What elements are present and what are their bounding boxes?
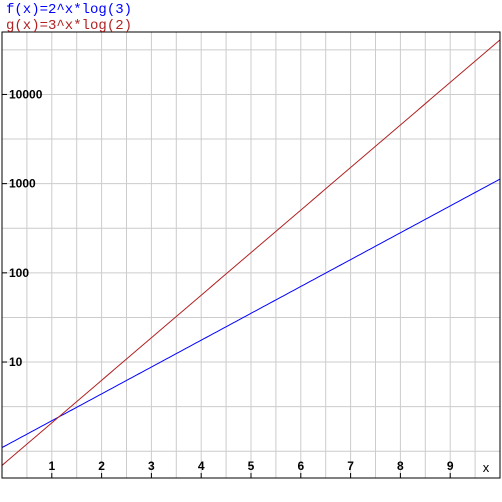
- x-tick-label: 8: [397, 459, 404, 473]
- y-tick-label: 100: [9, 266, 29, 280]
- x-tick-label: 1: [48, 459, 55, 473]
- chart-container: 1 2 3 4 5 6 7 8 9 x 10 100 1000 10000 f(x)=2^x*log(3)…: [0, 0, 502, 502]
- x-tick-label: 3: [148, 459, 155, 473]
- x-tick-label: 4: [198, 459, 205, 473]
- x-tick-label: 7: [347, 459, 354, 473]
- chart-svg: 1 2 3 4 5 6 7 8 9 x 10 100 1000 10000: [0, 0, 502, 502]
- legend-item-0: f(x)=2^x*log(3): [6, 2, 132, 18]
- y-tick-label: 1000: [9, 177, 36, 191]
- y-tick-label: 10000: [9, 87, 43, 101]
- x-tick-label: 2: [98, 459, 105, 473]
- x-axis-title: x: [483, 460, 490, 475]
- y-tick-label: 10: [9, 355, 23, 369]
- legend-item-1: g(x)=3^x*log(2): [6, 18, 132, 34]
- x-tick-label: 9: [447, 459, 454, 473]
- x-tick-label: 5: [248, 459, 255, 473]
- chart-legend: f(x)=2^x*log(3)g(x)=3^x*log(2): [6, 2, 132, 34]
- x-tick-label: 6: [297, 459, 304, 473]
